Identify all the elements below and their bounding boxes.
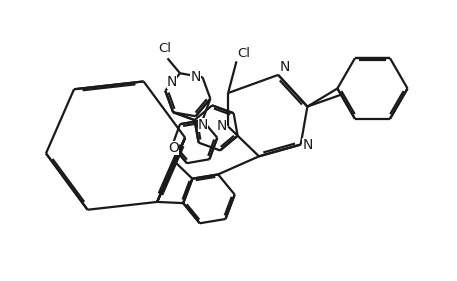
Text: N: N: [166, 75, 177, 89]
Text: Cl: Cl: [238, 47, 251, 60]
Text: N: N: [198, 117, 208, 132]
Text: O: O: [169, 141, 179, 155]
Text: N: N: [217, 119, 227, 133]
Text: N: N: [279, 60, 290, 74]
Text: N: N: [302, 138, 313, 151]
Text: Cl: Cl: [159, 42, 171, 55]
Text: N: N: [190, 70, 201, 84]
